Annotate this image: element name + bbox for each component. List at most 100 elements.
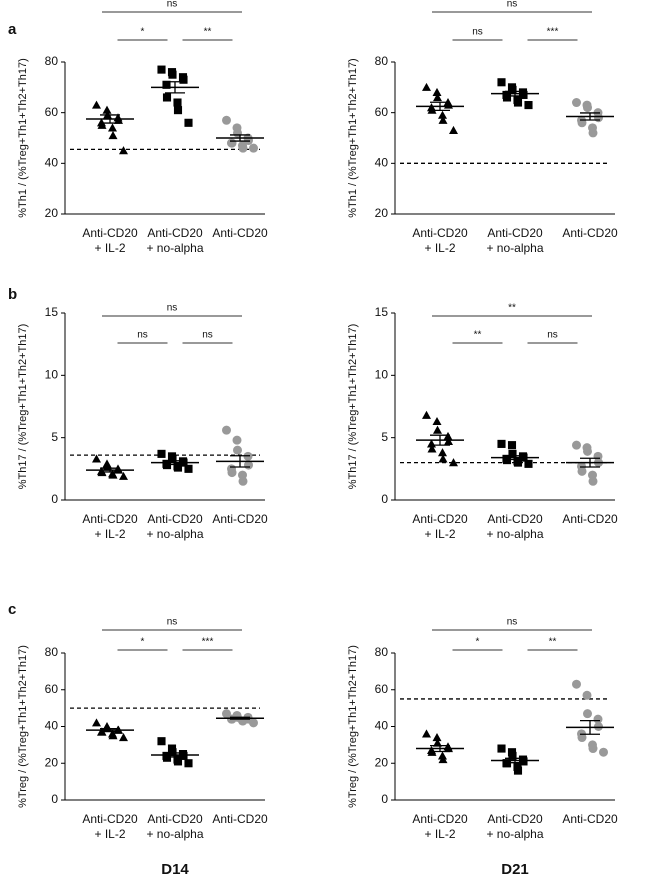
- significance-label: *: [141, 27, 145, 38]
- significance-label: **: [474, 330, 482, 341]
- data-point: [249, 718, 258, 728]
- data-point: [119, 471, 128, 480]
- data-point: [427, 105, 437, 114]
- panel-label: b: [8, 286, 17, 303]
- data-point: [433, 738, 442, 747]
- data-point: [427, 444, 437, 453]
- error-bar: [230, 134, 250, 142]
- y-tick-label: 60: [375, 105, 389, 119]
- x-tick-label: Anti-CD20: [562, 512, 618, 526]
- y-tick-label: 15: [375, 305, 389, 319]
- x-tick-label: + IL-2: [424, 527, 455, 541]
- data-point: [583, 446, 592, 456]
- error-bar: [430, 434, 450, 446]
- x-tick-label: Anti-CD20: [147, 512, 203, 526]
- data-point: [524, 459, 533, 468]
- data-point: [157, 65, 166, 74]
- data-point: [108, 123, 117, 132]
- data-point: [233, 445, 242, 455]
- error-bar: [505, 90, 525, 97]
- y-axis-label: %Th1 / (%Treg+Th1+Th2+Th17): [17, 58, 29, 217]
- data-point: [572, 440, 581, 450]
- data-point: [519, 757, 528, 766]
- x-tick-label: Anti-CD20: [212, 226, 268, 240]
- data-point: [502, 93, 512, 102]
- data-point: [593, 714, 603, 724]
- data-point: [594, 722, 603, 731]
- y-tick-label: 20: [45, 755, 59, 769]
- column-label: D14: [161, 861, 189, 878]
- y-tick-label: 20: [375, 206, 389, 220]
- data-point: [162, 80, 171, 89]
- x-tick-label: + no-alpha: [486, 527, 543, 541]
- y-axis-label: %Th1 / (%Treg+Th1+Th2+Th17): [347, 58, 359, 217]
- significance-label: ns: [167, 0, 178, 10]
- data-point: [108, 731, 118, 740]
- significance-label: ns: [167, 617, 178, 628]
- data-point: [108, 130, 118, 140]
- significance-label: ns: [507, 617, 518, 628]
- y-tick-label: 60: [45, 105, 59, 119]
- data-point: [173, 106, 183, 115]
- column-label: D21: [501, 861, 529, 878]
- x-tick-label: + IL-2: [424, 827, 455, 841]
- data-point: [184, 118, 193, 127]
- error-bar: [505, 455, 525, 461]
- y-tick-label: 40: [45, 719, 59, 733]
- data-point: [173, 98, 182, 107]
- data-point: [433, 425, 442, 434]
- data-point: [588, 476, 598, 486]
- data-point: [119, 146, 128, 155]
- data-point: [449, 125, 458, 134]
- x-tick-label: Anti-CD20: [412, 512, 468, 526]
- data-point: [184, 464, 193, 473]
- data-point: [227, 468, 237, 478]
- data-point: [444, 436, 453, 446]
- data-point: [222, 115, 231, 125]
- data-point: [162, 93, 172, 102]
- x-tick-label: Anti-CD20: [412, 812, 468, 826]
- significance-label: **: [508, 303, 516, 314]
- data-point: [449, 458, 458, 467]
- x-tick-label: + no-alpha: [146, 241, 203, 255]
- error-bar: [100, 728, 120, 733]
- y-axis-label: %Th17 / (%Treg+Th1+Th2+Th17): [347, 324, 359, 490]
- error-bar: [165, 460, 185, 466]
- y-tick-label: 80: [45, 645, 59, 659]
- y-tick-label: 60: [375, 682, 389, 696]
- data-point: [432, 87, 442, 96]
- data-point: [222, 425, 231, 435]
- data-point: [577, 733, 587, 743]
- significance-label: ***: [547, 27, 559, 38]
- x-tick-label: + IL-2: [94, 241, 125, 255]
- significance-label: *: [141, 637, 145, 648]
- error-bar: [230, 455, 250, 468]
- data-point: [433, 92, 442, 102]
- significance-label: ns: [167, 303, 178, 314]
- data-point: [173, 757, 183, 766]
- error-bar: [580, 112, 600, 121]
- data-point: [497, 744, 506, 753]
- y-tick-label: 0: [51, 492, 58, 506]
- x-tick-label: + IL-2: [424, 241, 455, 255]
- error-bar: [100, 114, 120, 124]
- y-tick-label: 0: [51, 792, 58, 806]
- data-point: [513, 98, 523, 107]
- data-point: [438, 110, 447, 119]
- y-tick-label: 80: [45, 54, 59, 68]
- significance-label: *: [476, 637, 480, 648]
- data-point: [114, 115, 123, 124]
- x-tick-label: Anti-CD20: [487, 812, 543, 826]
- x-tick-label: + no-alpha: [146, 827, 203, 841]
- error-bar: [430, 744, 450, 753]
- data-point: [168, 70, 177, 79]
- x-tick-label: Anti-CD20: [212, 812, 268, 826]
- data-point: [92, 454, 101, 463]
- y-tick-label: 10: [375, 368, 389, 382]
- data-point: [179, 75, 188, 84]
- x-tick-label: Anti-CD20: [82, 512, 138, 526]
- x-tick-label: Anti-CD20: [487, 512, 543, 526]
- data-point: [443, 431, 453, 441]
- data-point: [432, 733, 442, 742]
